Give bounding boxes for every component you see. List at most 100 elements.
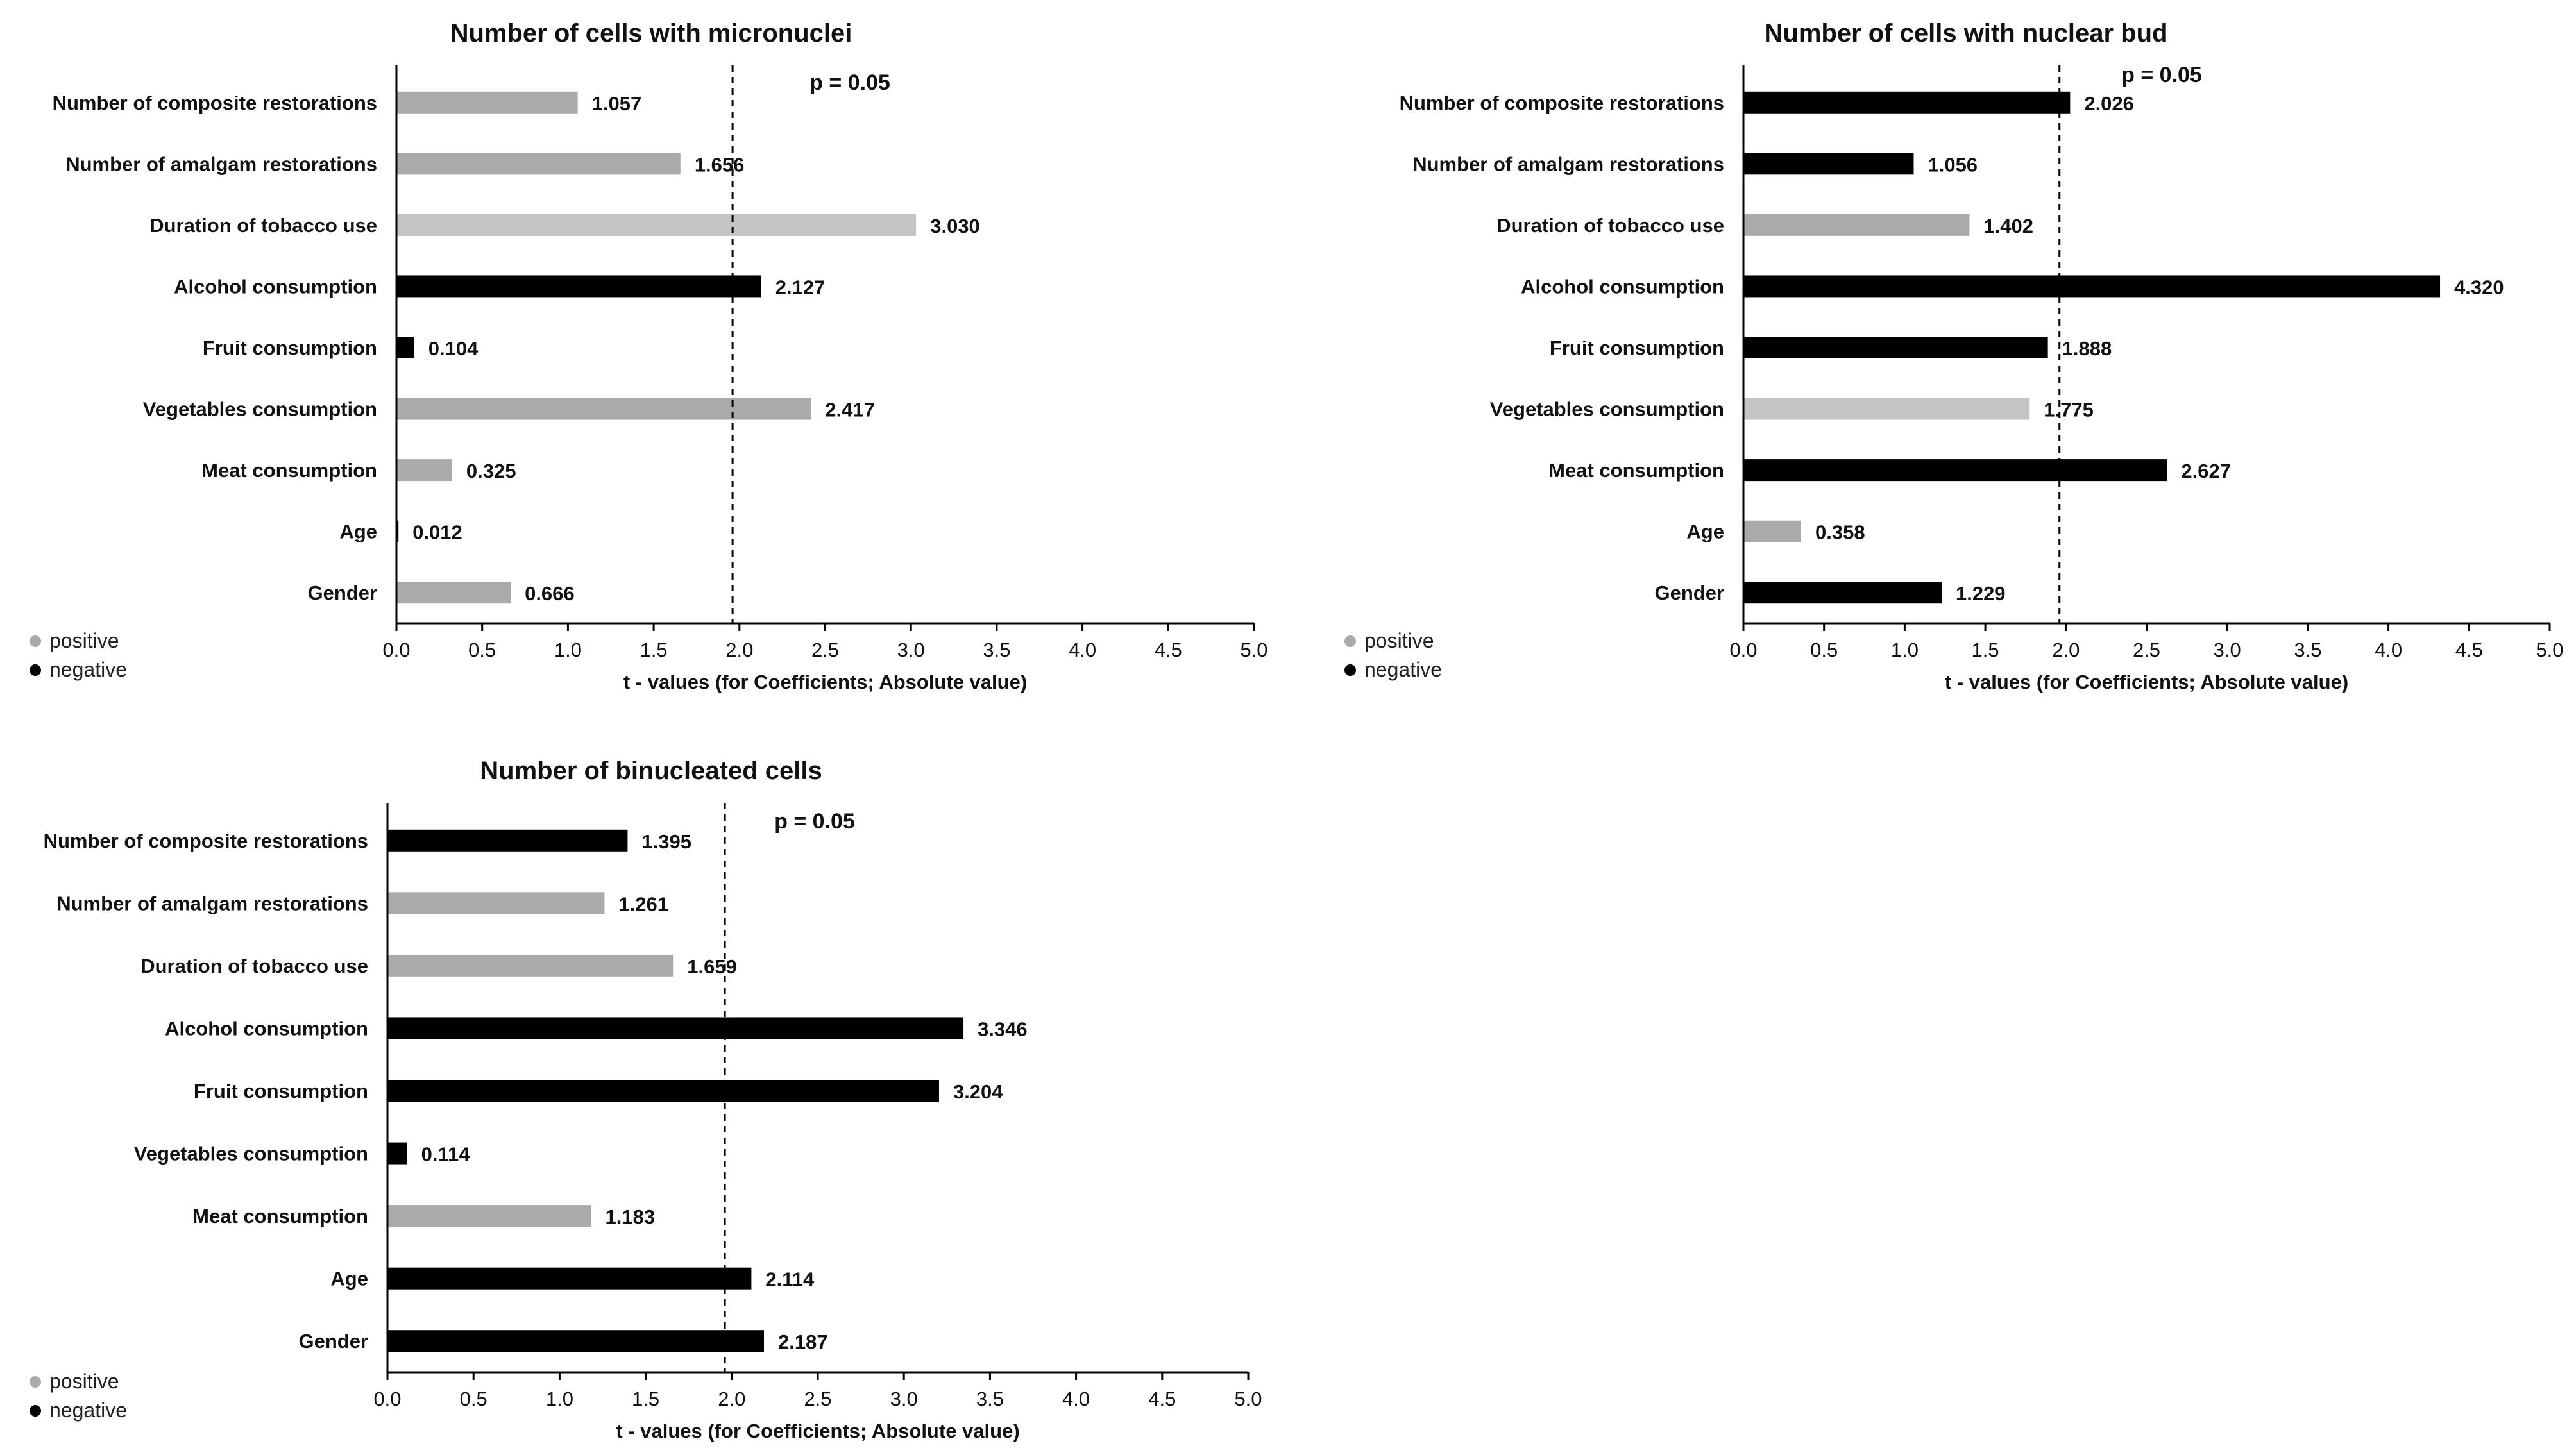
legend-label-positive: positive xyxy=(1364,629,1434,652)
value-label: 0.104 xyxy=(428,337,479,360)
category-label: Alcohol consumption xyxy=(174,275,377,298)
x-axis-label: t - values (for Coefficients; Absolute v… xyxy=(623,671,1027,693)
significance-label: p = 0.05 xyxy=(809,71,890,95)
category-label: Fruit consumption xyxy=(194,1080,368,1102)
x-tick-label: 1.5 xyxy=(632,1388,659,1410)
category-label: Meat consumption xyxy=(1548,459,1724,482)
category-label: Alcohol consumption xyxy=(165,1017,368,1039)
x-tick-label: 0.5 xyxy=(468,639,496,661)
x-tick-label: 1.0 xyxy=(554,639,582,661)
chart-3: Number of binucleated cells Number of com… xyxy=(30,757,1262,1442)
bar xyxy=(1743,459,2167,482)
value-label: 4.320 xyxy=(2454,276,2504,298)
bar xyxy=(396,275,761,298)
value-label: 1.775 xyxy=(2044,399,2094,421)
bar xyxy=(387,1205,591,1227)
legend-label-negative: negative xyxy=(1364,658,1442,681)
x-tick-label: 3.0 xyxy=(897,639,925,661)
bar xyxy=(1743,91,2071,114)
bar xyxy=(387,1142,407,1165)
category-label: Number of amalgam restorations xyxy=(56,892,368,914)
value-label: 2.026 xyxy=(2084,92,2134,115)
category-label: Age xyxy=(339,521,377,543)
value-label: 1.261 xyxy=(618,893,668,915)
bar xyxy=(1743,582,1942,604)
legend-marker-positive xyxy=(30,1376,41,1388)
category-label: Gender xyxy=(1654,582,1724,604)
bar xyxy=(396,214,917,236)
x-tick-label: 0.0 xyxy=(382,639,410,661)
category-label: Gender xyxy=(298,1330,368,1352)
x-tick-label: 5.0 xyxy=(1234,1388,1262,1410)
category-label: Age xyxy=(330,1268,368,1290)
bar xyxy=(387,1330,764,1352)
x-tick-label: 1.5 xyxy=(1972,639,1999,661)
value-label: 1.888 xyxy=(2062,337,2112,360)
x-tick-label: 4.5 xyxy=(1148,1388,1176,1410)
significance-label: p = 0.05 xyxy=(2121,63,2202,87)
x-tick-label: 3.5 xyxy=(976,1388,1004,1410)
category-label: Number of amalgam restorations xyxy=(1412,153,1724,175)
x-tick-label: 2.0 xyxy=(725,639,753,661)
bar xyxy=(387,892,605,914)
value-label: 1.183 xyxy=(606,1206,656,1228)
category-label: Number of amalgam restorations xyxy=(65,153,377,175)
legend-label-positive: positive xyxy=(49,1370,119,1393)
x-tick-label: 2.5 xyxy=(2133,639,2160,661)
bar xyxy=(387,954,674,977)
value-label: 0.114 xyxy=(421,1143,471,1166)
category-label: Number of composite restorations xyxy=(1400,92,1724,114)
value-label: 1.656 xyxy=(695,153,745,176)
value-label: 2.627 xyxy=(2181,460,2231,482)
chart-title: Number of cells with micronuclei xyxy=(450,19,852,47)
x-axis-label: t - values (for Coefficients; Absolute v… xyxy=(616,1420,1019,1442)
x-tick-label: 5.0 xyxy=(2536,639,2563,661)
legend-marker-negative xyxy=(30,1405,41,1417)
category-label: Duration of tobacco use xyxy=(140,955,368,977)
value-label: 3.030 xyxy=(930,215,980,237)
legend-marker-negative xyxy=(1344,664,1356,676)
bar xyxy=(387,1267,752,1290)
x-tick-label: 1.0 xyxy=(1891,639,1919,661)
value-label: 1.229 xyxy=(1956,582,2006,605)
category-label: Vegetables consumption xyxy=(134,1143,368,1165)
bar xyxy=(387,829,628,852)
chart-title: Number of binucleated cells xyxy=(480,757,822,785)
bar xyxy=(1743,214,1970,236)
category-label: Fruit consumption xyxy=(203,337,377,359)
legend-marker-positive xyxy=(1344,635,1356,647)
chart-2: Number of cells with nuclear bud Number o… xyxy=(1344,19,2564,693)
bar xyxy=(387,1017,964,1039)
x-tick-label: 4.5 xyxy=(1155,639,1182,661)
value-label: 2.417 xyxy=(825,399,875,421)
x-tick-label: 0.0 xyxy=(1729,639,1757,661)
bar xyxy=(1743,275,2441,298)
bar xyxy=(387,1080,939,1102)
category-label: Number of composite restorations xyxy=(44,830,368,852)
category-label: Duration of tobacco use xyxy=(149,214,377,237)
value-label: 0.325 xyxy=(466,460,516,482)
x-tick-label: 0.5 xyxy=(460,1388,487,1410)
bar xyxy=(396,459,452,482)
category-label: Age xyxy=(1686,521,1724,543)
category-label: Duration of tobacco use xyxy=(1496,214,1724,237)
x-tick-label: 3.5 xyxy=(2294,639,2321,661)
bar xyxy=(396,398,811,420)
category-label: Fruit consumption xyxy=(1550,337,1724,359)
bar xyxy=(396,91,578,114)
value-label: 2.127 xyxy=(775,276,826,298)
chart-1: Number of cells with micronuclei Number o… xyxy=(30,19,1268,693)
legend-label-negative: negative xyxy=(49,1399,127,1422)
x-tick-label: 4.0 xyxy=(2375,639,2402,661)
category-label: Alcohol consumption xyxy=(1521,275,1724,298)
category-label: Number of composite restorations xyxy=(53,92,377,114)
category-label: Vegetables consumption xyxy=(1490,398,1724,421)
significance-label: p = 0.05 xyxy=(774,809,855,834)
value-label: 1.057 xyxy=(592,92,642,115)
x-tick-label: 2.0 xyxy=(2052,639,2080,661)
value-label: 1.659 xyxy=(687,955,737,978)
category-label: Meat consumption xyxy=(192,1205,368,1227)
value-label: 0.358 xyxy=(1815,521,1865,544)
legend-label-positive: positive xyxy=(49,629,119,652)
